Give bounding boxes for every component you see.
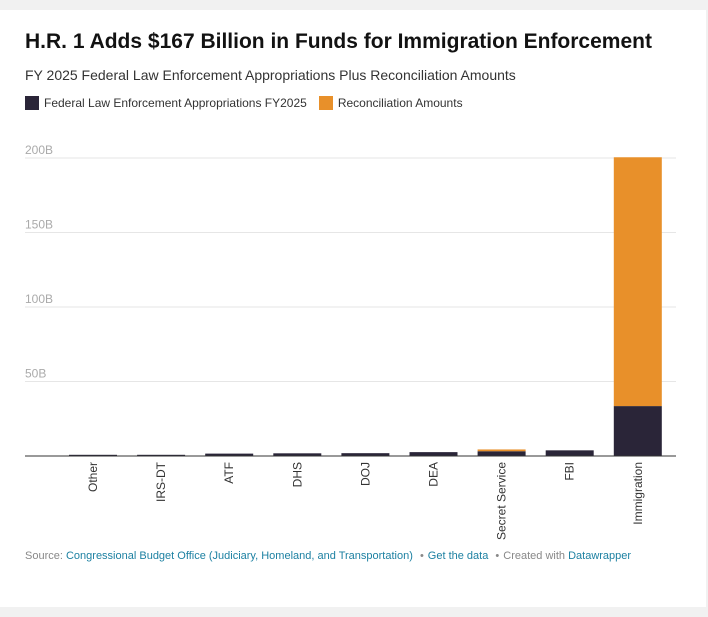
bar-reconciliation-immigration bbox=[613, 157, 662, 407]
bar-appropriations-secret-service bbox=[477, 451, 526, 456]
x-tick-label: Immigration bbox=[631, 462, 645, 525]
y-tick-label: 150B bbox=[25, 218, 53, 232]
bar-reconciliation-secret-service bbox=[477, 449, 526, 452]
x-tick-label: IRS-DT bbox=[154, 461, 168, 502]
bar-appropriations-dhs bbox=[273, 453, 322, 456]
chart-subtitle: FY 2025 Federal Law Enforcement Appropri… bbox=[25, 67, 516, 83]
legend-swatch-appropriations bbox=[25, 96, 39, 110]
y-tick-label: 100B bbox=[25, 292, 53, 306]
legend-item-appropriations: Federal Law Enforcement Appropriations F… bbox=[25, 96, 307, 110]
y-tick-label: 50B bbox=[25, 367, 46, 381]
x-tick-label: DHS bbox=[290, 462, 304, 487]
bar-appropriations-atf bbox=[205, 453, 254, 456]
footer-separator: • bbox=[495, 550, 500, 562]
x-tick-label: FBI bbox=[563, 462, 577, 481]
chart-title: H.R. 1 Adds $167 Billion in Funds for Im… bbox=[25, 30, 652, 53]
x-tick-label: DOJ bbox=[358, 462, 372, 486]
legend-swatch-reconciliation bbox=[318, 96, 333, 110]
chart-legend: Federal Law Enforcement Appropriations F… bbox=[25, 96, 475, 110]
legend-label-reconciliation: Reconciliation Amounts bbox=[337, 96, 463, 110]
source-prefix: Source: bbox=[25, 550, 63, 562]
bar-appropriations-dea bbox=[409, 452, 458, 456]
bar-appropriations-fbi bbox=[545, 450, 594, 456]
chart-footer: Source: Congressional Budget Office (Jud… bbox=[25, 550, 631, 562]
legend-label-appropriations: Federal Law Enforcement Appropriations F… bbox=[44, 96, 307, 110]
bar-appropriations-other bbox=[69, 454, 117, 456]
x-tick-label: DEA bbox=[427, 462, 441, 487]
x-tick-label: ATF bbox=[222, 462, 236, 484]
legend-item-reconciliation: Reconciliation Amounts bbox=[318, 96, 463, 110]
bar-appropriations-immigration bbox=[613, 406, 662, 456]
chart-card bbox=[0, 10, 706, 607]
footer-separator: • bbox=[419, 550, 424, 562]
datawrapper-link[interactable]: Datawrapper bbox=[568, 550, 632, 562]
source-link[interactable]: Congressional Budget Office (Judiciary, … bbox=[65, 550, 413, 562]
created-with-label: Created with bbox=[503, 550, 566, 562]
bar-appropriations-irs-dt bbox=[137, 454, 186, 456]
x-tick-label: Secret Service bbox=[495, 462, 509, 540]
y-tick-label: 200B bbox=[25, 143, 53, 157]
bar-appropriations-doj bbox=[341, 453, 390, 456]
get-data-link[interactable]: Get the data bbox=[427, 550, 489, 562]
x-tick-label: Other bbox=[86, 462, 100, 492]
